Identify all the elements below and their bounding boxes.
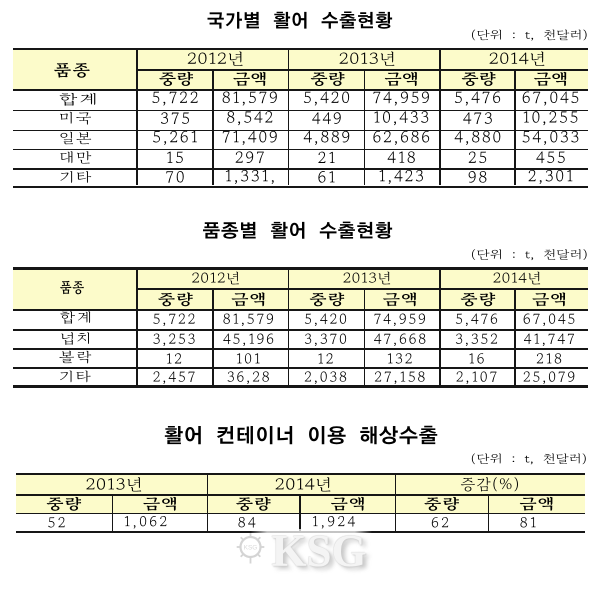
svg-text:KSG: KSG <box>244 545 258 552</box>
